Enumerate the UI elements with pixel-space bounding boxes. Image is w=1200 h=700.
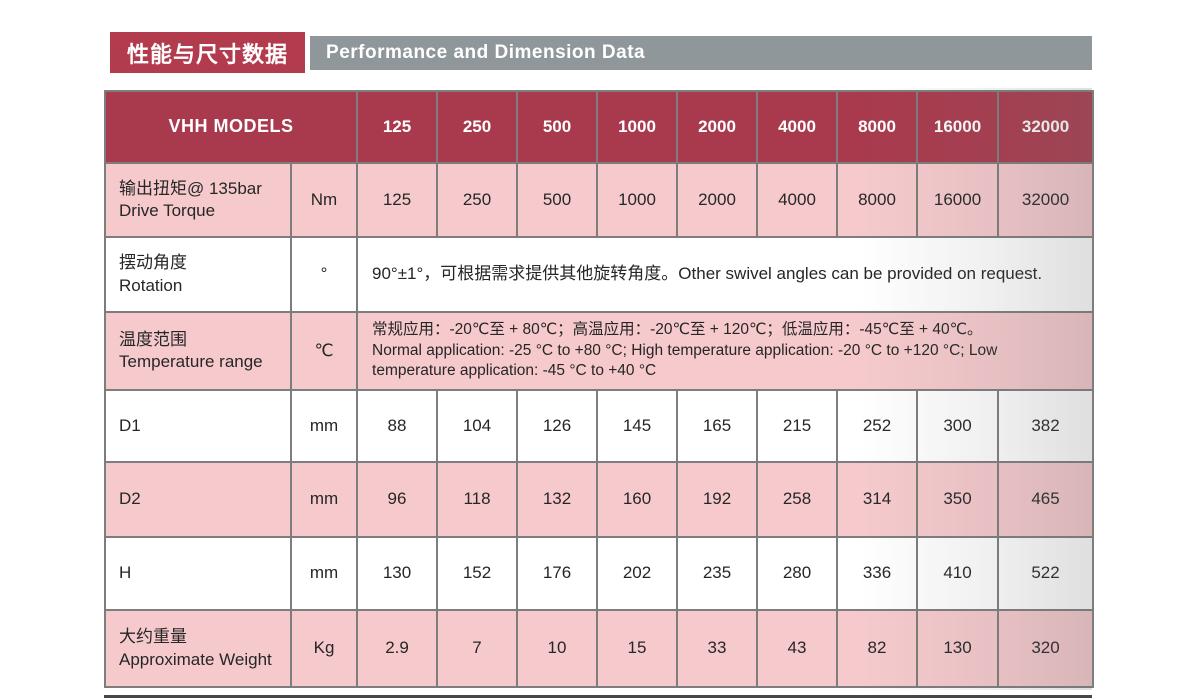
row-label-rotation: 摆动角度 Rotation bbox=[104, 236, 292, 313]
row-label-en: Drive Torque bbox=[119, 201, 216, 220]
h-row: H mm 130 152 176 202 235 280 336 410 522 bbox=[104, 536, 1095, 611]
row-label-weight: 大约重量 Approximate Weight bbox=[104, 609, 292, 688]
unit-cell: Kg bbox=[289, 609, 359, 688]
value-cell: 125 bbox=[356, 162, 439, 238]
rotation-note-cell: 90°±1°，可根据需求提供其他旋转角度。Other swivel angles… bbox=[356, 236, 1095, 313]
model-header-cell: 8000 bbox=[836, 90, 919, 164]
value-cell: 336 bbox=[836, 536, 919, 611]
temperature-note-cell: 常规应用：-20℃至 + 80℃；高温应用：-20℃至 + 120℃；低温应用：… bbox=[356, 311, 1095, 391]
row-label-temperature: 温度范围 Temperature range bbox=[104, 311, 292, 391]
model-header-cell: 125 bbox=[356, 90, 439, 164]
unit-cell: mm bbox=[289, 389, 359, 463]
value-cell: 350 bbox=[916, 461, 1000, 538]
value-cell: 104 bbox=[436, 389, 519, 463]
value-cell: 10 bbox=[516, 609, 599, 688]
models-header-label: VHH MODELS bbox=[103, 90, 359, 164]
value-cell: 16000 bbox=[916, 162, 1000, 238]
unit-cell: mm bbox=[289, 536, 359, 611]
value-cell: 4000 bbox=[756, 162, 839, 238]
unit-cell: ° bbox=[289, 236, 359, 313]
value-cell: 300 bbox=[916, 389, 1000, 463]
value-cell: 96 bbox=[356, 461, 439, 538]
model-header-cell: 1000 bbox=[596, 90, 679, 164]
value-cell: 215 bbox=[756, 389, 839, 463]
row-label-en: Rotation bbox=[119, 275, 183, 295]
value-cell: 235 bbox=[676, 536, 759, 611]
value-cell: 82 bbox=[836, 609, 919, 688]
rotation-row: 摆动角度 Rotation ° 90°±1°，可根据需求提供其他旋转角度。Oth… bbox=[104, 236, 1095, 313]
row-label-drive-torque: 输出扭矩@ 135bar Drive Torque bbox=[104, 162, 292, 238]
value-cell: 252 bbox=[836, 389, 919, 463]
d2-row: D2 mm 96 118 132 160 192 258 314 350 465 bbox=[104, 461, 1095, 538]
row-label-zh: 摆动角度 bbox=[119, 253, 187, 273]
value-cell: 43 bbox=[756, 609, 839, 688]
row-label-d2: D2 bbox=[104, 461, 292, 538]
value-cell: 118 bbox=[436, 461, 519, 538]
value-cell: 258 bbox=[756, 461, 839, 538]
page-title-en: Performance and Dimension Data bbox=[310, 35, 1092, 70]
weight-row: 大约重量 Approximate Weight Kg 2.9 7 10 15 3… bbox=[104, 609, 1095, 688]
value-cell: 2000 bbox=[676, 162, 759, 238]
value-cell: 130 bbox=[916, 609, 1000, 688]
value-cell: 522 bbox=[997, 536, 1095, 611]
value-cell: 176 bbox=[516, 536, 599, 611]
row-label-zh: 温度范围 bbox=[119, 329, 187, 349]
row-label-en: Approximate Weight bbox=[119, 649, 272, 669]
page-bottom-rule bbox=[104, 695, 1092, 698]
row-label-d1: D1 bbox=[104, 389, 292, 463]
value-cell: 152 bbox=[436, 536, 519, 611]
value-cell: 15 bbox=[596, 609, 679, 688]
value-cell: 8000 bbox=[836, 162, 919, 238]
value-cell: 130 bbox=[356, 536, 439, 611]
value-cell: 32000 bbox=[997, 162, 1095, 238]
value-cell: 7 bbox=[436, 609, 519, 688]
value-cell: 280 bbox=[756, 536, 839, 611]
model-header-cell: 500 bbox=[516, 90, 599, 164]
value-cell: 126 bbox=[516, 389, 599, 463]
performance-dimension-table: VHH MODELS 125 250 500 1000 2000 4000 80… bbox=[103, 90, 1095, 688]
page-title-zh: 性能与尺寸数据 bbox=[110, 32, 306, 73]
model-header-cell: 250 bbox=[436, 90, 519, 164]
value-cell: 500 bbox=[516, 162, 599, 238]
value-cell: 88 bbox=[356, 389, 439, 463]
unit-cell: ℃ bbox=[289, 311, 359, 391]
row-label-h: H bbox=[104, 536, 292, 611]
row-label-en: Temperature range bbox=[119, 352, 263, 371]
value-cell: 160 bbox=[596, 461, 679, 538]
value-cell: 410 bbox=[916, 536, 1000, 611]
row-label-zh: 输出扭矩@ 135bar bbox=[119, 178, 262, 198]
value-cell: 2.9 bbox=[356, 609, 439, 688]
temperature-note-zh: 常规应用：-20℃至 + 80℃；高温应用：-20℃至 + 120℃；低温应用：… bbox=[372, 320, 983, 338]
model-header-cell: 2000 bbox=[676, 90, 759, 164]
drive-torque-row: 输出扭矩@ 135bar Drive Torque Nm 125 250 500… bbox=[104, 162, 1095, 238]
value-cell: 145 bbox=[596, 389, 679, 463]
d1-row: D1 mm 88 104 126 145 165 215 252 300 382 bbox=[104, 389, 1095, 463]
model-header-cell: 16000 bbox=[916, 90, 1000, 164]
row-label-zh: 大约重量 bbox=[119, 627, 187, 647]
title-band: 性能与尺寸数据 Performance and Dimension Data bbox=[110, 32, 1092, 73]
value-cell: 1000 bbox=[596, 162, 679, 238]
value-cell: 314 bbox=[836, 461, 919, 538]
value-cell: 320 bbox=[997, 609, 1095, 688]
model-header-cell: 4000 bbox=[756, 90, 839, 164]
temperature-note-en: Normal application: -25 °C to +80 °C; Hi… bbox=[372, 341, 998, 380]
model-header-row: VHH MODELS 125 250 500 1000 2000 4000 80… bbox=[103, 90, 1095, 164]
value-cell: 382 bbox=[997, 389, 1095, 463]
model-header-cell: 32000 bbox=[997, 90, 1095, 164]
value-cell: 202 bbox=[596, 536, 679, 611]
value-cell: 192 bbox=[676, 461, 759, 538]
unit-cell: mm bbox=[289, 461, 359, 538]
temperature-row: 温度范围 Temperature range ℃ 常规应用：-20℃至 + 80… bbox=[104, 311, 1095, 391]
value-cell: 165 bbox=[676, 389, 759, 463]
value-cell: 465 bbox=[997, 461, 1095, 538]
value-cell: 132 bbox=[516, 461, 599, 538]
unit-cell: Nm bbox=[289, 162, 359, 238]
value-cell: 33 bbox=[676, 609, 759, 688]
value-cell: 250 bbox=[436, 162, 519, 238]
